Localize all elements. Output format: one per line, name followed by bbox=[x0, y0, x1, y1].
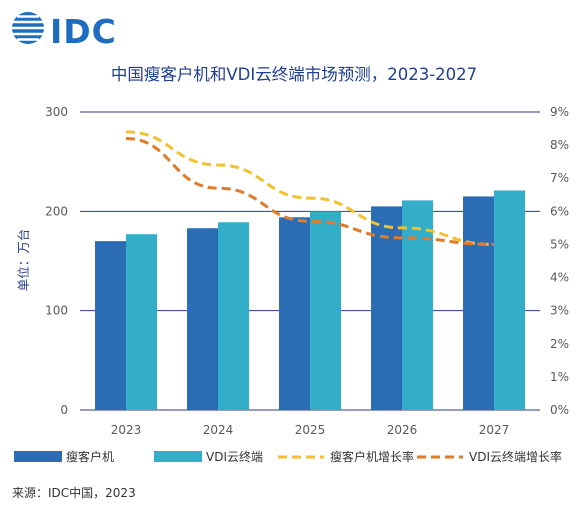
y-axis-label: 单位：万台 bbox=[16, 229, 31, 292]
bar bbox=[494, 190, 525, 410]
x-axis-ticks: 2023 2024 2025 2026 2027 bbox=[111, 423, 510, 437]
legend-label: VDI云终端 bbox=[206, 449, 263, 464]
growth-lines bbox=[125, 130, 495, 246]
chart-title: 中国瘦客户机和VDI云终端市场预测，2023-2027 bbox=[111, 65, 477, 84]
series-line bbox=[125, 130, 495, 246]
y2-tick-label: 4% bbox=[550, 271, 569, 285]
x-tick-label: 2024 bbox=[203, 423, 234, 437]
legend-swatch bbox=[154, 451, 202, 462]
x-tick-label: 2023 bbox=[111, 423, 142, 437]
x-tick-label: 2025 bbox=[295, 423, 326, 437]
x-tick-label: 2027 bbox=[479, 423, 510, 437]
series-line bbox=[125, 136, 495, 246]
y2-tick-label: 3% bbox=[550, 304, 569, 318]
y2-tick-label: 8% bbox=[550, 138, 569, 152]
y-tick-label: 100 bbox=[45, 304, 68, 318]
x-tick-label: 2026 bbox=[387, 423, 418, 437]
y-tick-label: 0 bbox=[60, 403, 68, 417]
y2-tick-label: 6% bbox=[550, 204, 569, 218]
globe-icon bbox=[12, 12, 44, 44]
bar bbox=[95, 241, 126, 410]
y2-tick-label: 2% bbox=[550, 337, 569, 351]
bar bbox=[187, 228, 218, 410]
y-tick-label: 300 bbox=[45, 105, 68, 119]
y-tick-label: 200 bbox=[45, 204, 68, 218]
idc-logo: IDC bbox=[10, 10, 120, 50]
bar bbox=[126, 234, 157, 410]
y2-tick-label: 9% bbox=[550, 105, 569, 119]
y2-tick-label: 0% bbox=[550, 403, 569, 417]
source-note: 来源：IDC中国，2023 bbox=[12, 485, 136, 500]
legend: 瘦客户机 VDI云终端 瘦客户机增长率 VDI云终端增长率 bbox=[14, 449, 562, 464]
y2-tick-label: 1% bbox=[550, 370, 569, 384]
bar bbox=[218, 222, 249, 410]
y2-tick-label: 7% bbox=[550, 171, 569, 185]
legend-swatch bbox=[14, 451, 62, 462]
bars bbox=[95, 190, 525, 410]
y2-tick-label: 5% bbox=[550, 237, 569, 251]
legend-label: 瘦客户机 bbox=[66, 449, 114, 464]
y-axis-right-ticks: 0% 1% 2% 3% 4% 5% 6% 7% 8% 9% bbox=[550, 105, 569, 417]
bar bbox=[279, 217, 310, 410]
legend-label: 瘦客户机增长率 bbox=[330, 449, 414, 464]
bar bbox=[463, 196, 494, 410]
bar bbox=[402, 200, 433, 410]
bar bbox=[310, 211, 341, 410]
y-axis-left-ticks: 0 100 200 300 bbox=[45, 105, 68, 417]
bar bbox=[371, 206, 402, 410]
logo-wordmark: IDC bbox=[50, 12, 117, 51]
legend-label: VDI云终端增长率 bbox=[469, 449, 562, 464]
